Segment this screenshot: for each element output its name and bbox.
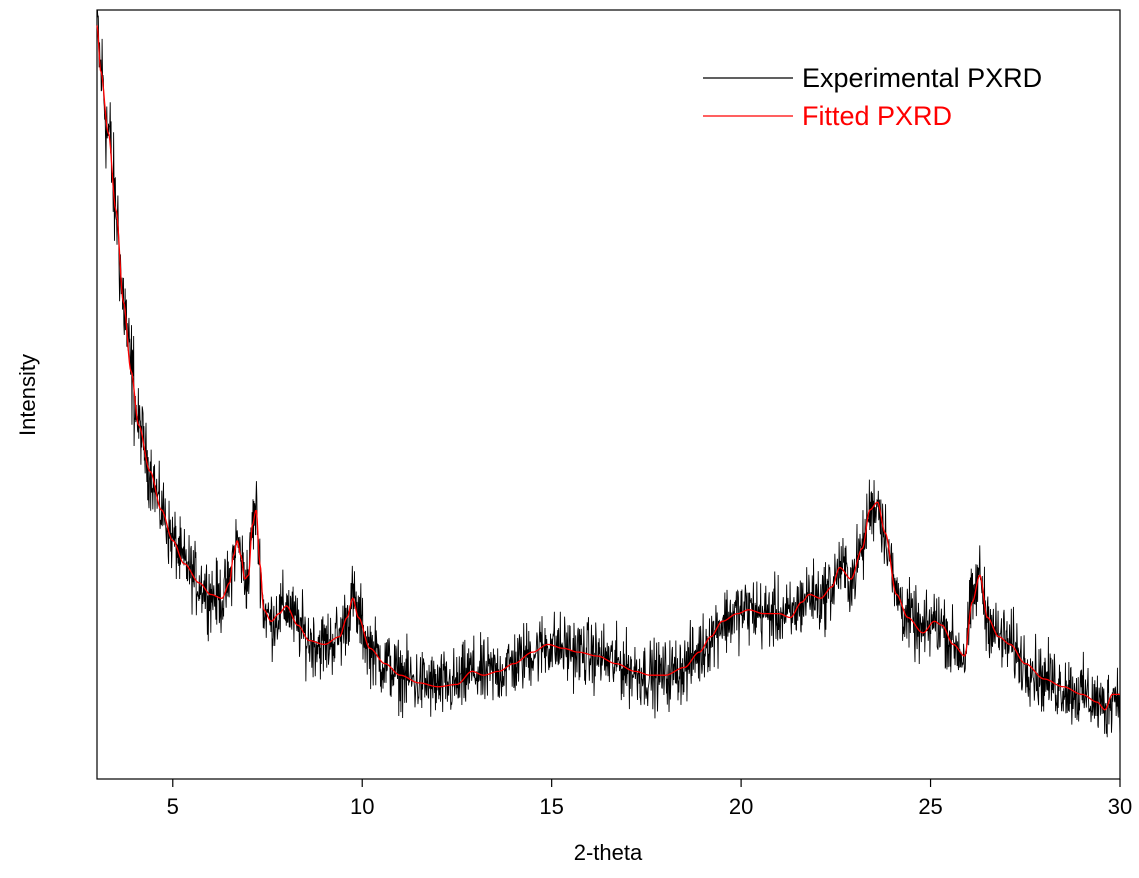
series-layer bbox=[96, 9, 1121, 738]
x-tick-label: 10 bbox=[350, 794, 374, 819]
x-tick-label: 30 bbox=[1108, 794, 1132, 819]
legend-label-fitted: Fitted PXRD bbox=[802, 101, 952, 131]
x-axis-ticks: 5 10 15 20 25 30 bbox=[167, 779, 1132, 819]
x-tick-label: 20 bbox=[729, 794, 753, 819]
x-tick-label: 25 bbox=[918, 794, 942, 819]
y-axis-label: Intensity bbox=[15, 354, 40, 436]
legend: Experimental PXRD Fitted PXRD bbox=[703, 63, 1042, 131]
series-fitted-line bbox=[96, 25, 1120, 711]
x-tick-label: 15 bbox=[539, 794, 563, 819]
x-tick-label: 5 bbox=[167, 794, 179, 819]
x-axis-label: 2-theta bbox=[574, 840, 643, 865]
series-experimental-line bbox=[96, 9, 1121, 738]
legend-label-experimental: Experimental PXRD bbox=[802, 63, 1042, 93]
